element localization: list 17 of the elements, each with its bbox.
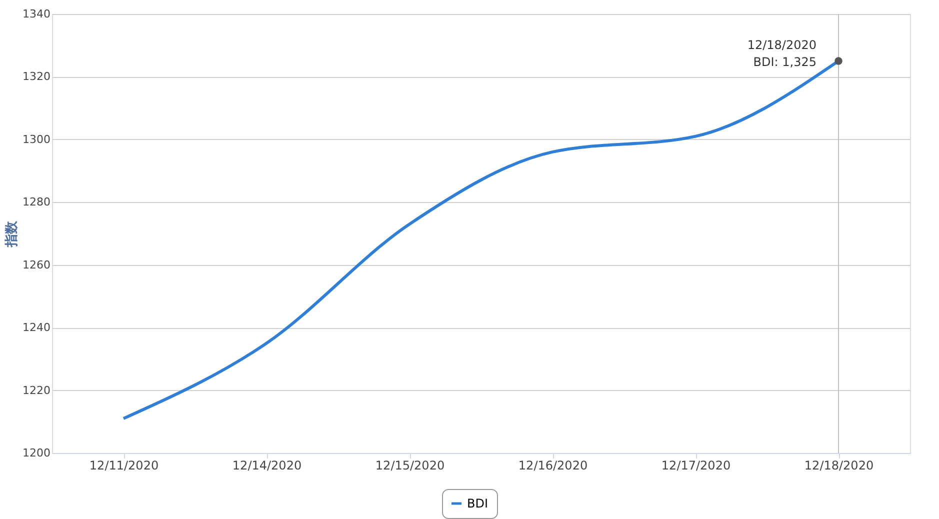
annotation: 12/18/2020 BDI: 1,325	[747, 38, 816, 70]
x-tick-label: 12/16/2020	[518, 458, 588, 472]
x-tick-label: 12/15/2020	[375, 458, 445, 472]
y-tick-label: 1280	[22, 196, 50, 209]
legend-label: BDI	[467, 496, 488, 510]
x-tick-label: 12/18/2020	[804, 458, 874, 472]
y-tick-label: 1240	[22, 321, 50, 334]
x-tick-label: 12/17/2020	[661, 458, 731, 472]
y-tick-label: 1340	[22, 8, 50, 20]
y-tick-label: 1320	[22, 70, 50, 84]
y-tick-label: 1220	[22, 384, 50, 397]
y-tick-label: 1300	[22, 132, 50, 146]
x-tick-label: 12/14/2020	[232, 458, 302, 472]
y-tick-label: 1260	[22, 258, 50, 272]
x-tick-label: 12/11/2020	[89, 458, 159, 472]
y-tick-label: 1200	[22, 446, 50, 460]
y-axis-title: 指数	[4, 220, 20, 248]
